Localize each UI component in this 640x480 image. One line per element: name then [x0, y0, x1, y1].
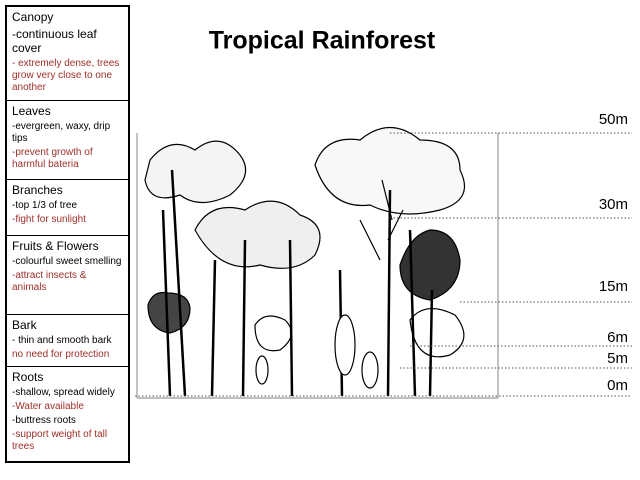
section-heading: Bark [12, 318, 37, 332]
height-label: 5m [607, 350, 628, 367]
forest-illustration [136, 127, 499, 399]
height-label: 30m [599, 196, 628, 213]
note: -prevent growth of harmful bateria [12, 147, 93, 170]
note: -shallow, spread widely [12, 387, 115, 398]
height-label: 6m [607, 329, 628, 346]
section: Branches -top 1/3 of tree -fight for sunli… [7, 180, 128, 236]
note: - extremely dense, trees grow very close… [12, 57, 120, 93]
note: no need for protection [12, 349, 110, 360]
note: - thin and smooth bark [12, 335, 112, 346]
section: Fruits & Flowers -colourful sweet smellin… [7, 236, 128, 315]
height-label: 50m [599, 111, 628, 128]
note: -continuous leaf cover [12, 27, 97, 56]
section-heading: Canopy [12, 10, 54, 24]
note: -support weight of tall trees [12, 429, 108, 452]
note: -attract insects & animals [12, 270, 87, 293]
section: Canopy -continuous leaf cover - extremely … [7, 7, 128, 101]
height-label: 15m [599, 278, 628, 295]
note: -buttress roots [12, 415, 76, 426]
section-heading: Branches [12, 183, 63, 197]
section-heading: Fruits & Flowers [12, 239, 99, 253]
section: Bark - thin and smooth bark no need for pr… [7, 315, 128, 367]
note: -fight for sunlight [12, 214, 86, 225]
section: Leaves -evergreen, waxy, drip tips -preven… [7, 101, 128, 180]
note: -colourful sweet smelling [12, 256, 122, 267]
info-panel: Canopy -continuous leaf cover - extremely … [5, 5, 130, 463]
section: Roots -shallow, spread widely -Water avail… [7, 367, 128, 461]
section-heading: Roots [12, 370, 44, 384]
section-heading: Leaves [12, 104, 51, 118]
height-scale: 50m 30m 15m 6m 5m 0m [135, 111, 632, 397]
title: Tropical Rainforest [209, 27, 436, 55]
note: -evergreen, waxy, drip tips [12, 121, 111, 144]
note: -top 1/3 of tree [12, 200, 78, 211]
note: -Water available [12, 401, 84, 412]
height-label: 0m [607, 377, 628, 394]
